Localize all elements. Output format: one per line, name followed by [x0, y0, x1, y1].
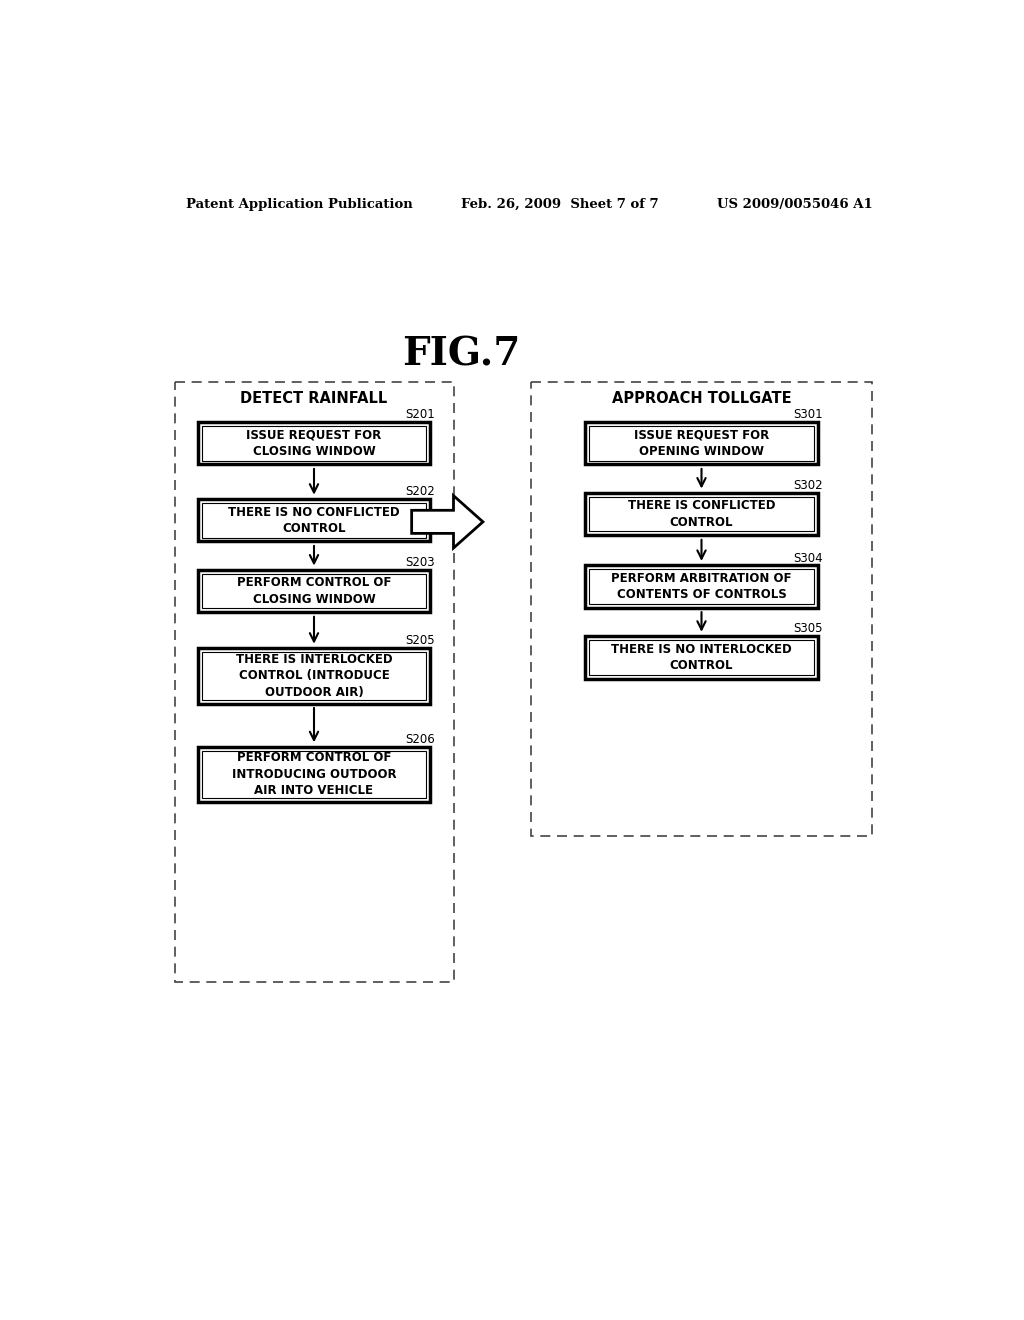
Text: ISSUE REQUEST FOR
OPENING WINDOW: ISSUE REQUEST FOR OPENING WINDOW [634, 429, 769, 458]
Text: S206: S206 [406, 733, 435, 746]
Text: S305: S305 [793, 623, 822, 635]
Bar [198, 570, 430, 612]
Bar [202, 574, 426, 609]
Text: APPROACH TOLLGATE: APPROACH TOLLGATE [611, 391, 792, 407]
Text: PERFORM ARBITRATION OF
CONTENTS OF CONTROLS: PERFORM ARBITRATION OF CONTENTS OF CONTR… [611, 572, 792, 602]
Bar [586, 636, 818, 678]
Text: THERE IS INTERLOCKED
CONTROL (INTRODUCE
OUTDOOR AIR): THERE IS INTERLOCKED CONTROL (INTRODUCE … [236, 653, 392, 698]
Text: DETECT RAINFALL: DETECT RAINFALL [241, 391, 388, 407]
Bar [198, 747, 430, 803]
Bar [202, 652, 426, 700]
Text: S205: S205 [406, 635, 435, 647]
Text: FIG.7: FIG.7 [402, 335, 520, 374]
Text: THERE IS NO CONFLICTED
CONTROL: THERE IS NO CONFLICTED CONTROL [228, 506, 399, 535]
Bar [586, 492, 818, 536]
Bar [586, 565, 818, 607]
Text: S302: S302 [793, 479, 822, 492]
Text: ISSUE REQUEST FOR
CLOSING WINDOW: ISSUE REQUEST FOR CLOSING WINDOW [247, 429, 382, 458]
Text: THERE IS NO INTERLOCKED
CONTROL: THERE IS NO INTERLOCKED CONTROL [611, 643, 792, 672]
Text: US 2009/0055046 A1: US 2009/0055046 A1 [717, 198, 872, 211]
Text: PERFORM CONTROL OF
INTRODUCING OUTDOOR
AIR INTO VEHICLE: PERFORM CONTROL OF INTRODUCING OUTDOOR A… [231, 751, 396, 797]
Bar [531, 381, 872, 836]
Bar [589, 640, 814, 675]
Bar [202, 426, 426, 461]
Bar [202, 751, 426, 799]
Text: PERFORM CONTROL OF
CLOSING WINDOW: PERFORM CONTROL OF CLOSING WINDOW [237, 577, 391, 606]
Bar [589, 496, 814, 532]
Polygon shape [412, 496, 483, 548]
Text: S203: S203 [406, 556, 435, 569]
Bar [174, 381, 454, 982]
Bar [586, 422, 818, 465]
Bar [198, 499, 430, 541]
Text: S301: S301 [793, 408, 822, 421]
Text: THERE IS CONFLICTED
CONTROL: THERE IS CONFLICTED CONTROL [628, 499, 775, 529]
Bar [589, 426, 814, 461]
Text: S304: S304 [793, 552, 822, 565]
Bar [589, 569, 814, 603]
Text: S201: S201 [406, 408, 435, 421]
Text: Feb. 26, 2009  Sheet 7 of 7: Feb. 26, 2009 Sheet 7 of 7 [461, 198, 658, 211]
Bar [198, 648, 430, 704]
Text: Patent Application Publication: Patent Application Publication [186, 198, 413, 211]
Bar [198, 422, 430, 465]
Text: S202: S202 [406, 486, 435, 499]
Bar [202, 503, 426, 537]
